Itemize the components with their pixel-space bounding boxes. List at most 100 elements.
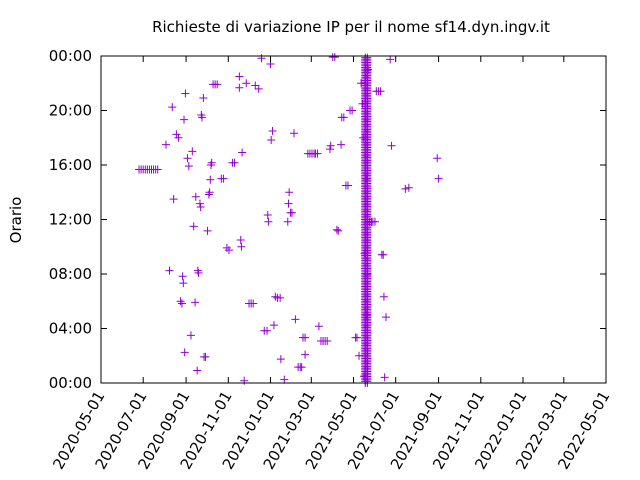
- y-tick-label: 04:00: [49, 320, 92, 338]
- data-point: [284, 199, 293, 208]
- data-point: [339, 113, 348, 122]
- data-point: [240, 376, 249, 385]
- data-point: [180, 348, 189, 357]
- data-point: [291, 315, 300, 324]
- data-point: [357, 79, 366, 88]
- data-point: [276, 293, 285, 302]
- data-point: [235, 83, 244, 92]
- data-point: [193, 366, 202, 375]
- data-point: [222, 243, 231, 252]
- data-point: [264, 217, 273, 226]
- data-point: [355, 351, 364, 360]
- data-point: [380, 373, 389, 382]
- data-point: [237, 242, 246, 251]
- data-point: [199, 94, 208, 103]
- data-point: [271, 292, 280, 301]
- data-point: [162, 140, 171, 149]
- data-point: [219, 174, 228, 183]
- data-point: [238, 148, 247, 157]
- data-point: [290, 129, 299, 138]
- data-point: [332, 225, 341, 234]
- axis-ticks: [100, 55, 607, 384]
- data-point: [183, 154, 192, 163]
- data-point: [386, 55, 395, 64]
- data-point: [254, 84, 263, 93]
- data-points: [135, 53, 443, 387]
- chart-title: Richieste di variazione IP per il nome s…: [152, 18, 550, 36]
- data-point: [179, 279, 188, 288]
- data-point: [196, 203, 205, 212]
- data-point: [263, 210, 272, 219]
- data-point: [337, 140, 346, 149]
- data-point: [326, 141, 335, 150]
- data-point: [363, 53, 372, 62]
- data-point: [201, 352, 210, 361]
- data-point: [153, 165, 162, 174]
- y-tick-label: 12:00: [49, 211, 92, 229]
- data-point: [330, 53, 339, 62]
- data-point: [174, 133, 183, 142]
- data-point: [169, 195, 178, 204]
- data-point: [263, 326, 272, 335]
- y-tick-label: 20:00: [49, 102, 92, 120]
- data-point: [249, 299, 258, 308]
- data-point: [251, 81, 260, 90]
- data-point: [280, 375, 289, 384]
- data-point: [434, 174, 443, 183]
- data-point: [203, 226, 212, 235]
- data-point: [230, 158, 239, 167]
- data-point: [313, 149, 322, 158]
- data-point: [197, 111, 206, 120]
- data-point: [176, 297, 185, 306]
- data-point: [323, 336, 332, 345]
- y-tick-label: 08:00: [49, 265, 92, 283]
- data-point: [186, 331, 195, 340]
- data-point: [376, 87, 385, 96]
- data-point: [178, 272, 187, 281]
- data-point: [276, 355, 285, 364]
- data-point: [379, 250, 388, 259]
- data-point: [352, 333, 361, 342]
- data-point: [206, 161, 215, 169]
- data-point: [404, 183, 413, 192]
- data-point: [334, 226, 343, 235]
- data-point: [235, 72, 244, 81]
- data-point: [165, 266, 174, 275]
- data-point: [267, 136, 276, 145]
- data-point: [177, 299, 186, 308]
- data-point: [379, 292, 388, 301]
- y-axis-label: Orario: [7, 197, 25, 244]
- data-point: [301, 350, 310, 359]
- data-point: [325, 145, 334, 154]
- data-point: [269, 321, 278, 330]
- data-point: [387, 141, 396, 150]
- data-point: [287, 208, 296, 217]
- data-point: [180, 115, 189, 124]
- y-tick-label: 00:00: [49, 374, 92, 392]
- data-point: [268, 126, 277, 135]
- data-point: [348, 106, 357, 115]
- data-point: [168, 103, 177, 112]
- data-point: [198, 113, 206, 122]
- data-point: [191, 192, 200, 201]
- data-point: [188, 147, 197, 156]
- data-point: [343, 181, 352, 190]
- data-point: [314, 322, 323, 331]
- tick-labels: 00:0004:0008:0012:0016:0020:0000:002020-…: [49, 47, 614, 473]
- data-point: [401, 184, 410, 193]
- data-point: [172, 130, 181, 139]
- data-point: [224, 246, 233, 255]
- data-point: [382, 313, 391, 322]
- data-point: [257, 54, 266, 63]
- plot-frame: [100, 55, 607, 384]
- data-point: [301, 333, 310, 342]
- y-tick-label: 00:00: [49, 47, 92, 65]
- data-point: [283, 217, 292, 226]
- data-point: [184, 162, 193, 171]
- data-point: [242, 79, 251, 88]
- y-tick-label: 16:00: [49, 156, 92, 174]
- data-point: [204, 190, 213, 199]
- data-point: [181, 89, 190, 98]
- data-point: [207, 158, 216, 167]
- data-point: [236, 235, 245, 244]
